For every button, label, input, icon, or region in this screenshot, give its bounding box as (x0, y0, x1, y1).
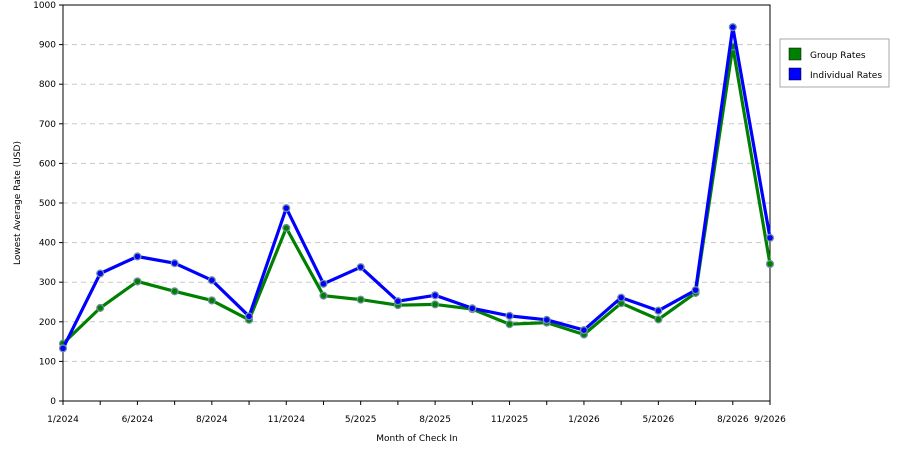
series-line (61, 44, 772, 345)
y-tick-label: 600 (39, 159, 56, 169)
legend: Group Rates Individual Rates (779, 38, 890, 88)
data-point (765, 259, 775, 269)
data-point (468, 304, 477, 313)
data-point (505, 320, 514, 329)
y-tick-label: 300 (39, 278, 56, 288)
data-point (765, 233, 775, 242)
series (58, 23, 775, 353)
legend-label: Group Rates (810, 51, 866, 61)
x-tick-label: 8/2025 (419, 415, 451, 425)
data-point (282, 223, 291, 232)
data-point (96, 269, 105, 278)
y-axis: 0 100 200 300 400 500 600 700 800 900 1000 (33, 1, 63, 407)
data-point (96, 303, 105, 312)
data-point (542, 315, 551, 324)
x-tick-label: 11/2025 (491, 415, 528, 425)
data-point (691, 286, 700, 295)
y-tick-label: 900 (39, 41, 56, 51)
data-point (617, 293, 626, 302)
y-tick-label: 500 (39, 199, 56, 209)
data-point (356, 295, 365, 304)
x-axis: 1/2024 6/2024 8/2024 11/2024 5/2025 8/2025 11/… (47, 401, 786, 425)
data-point (654, 306, 663, 315)
y-tick-label: 100 (39, 357, 56, 367)
data-point (319, 279, 328, 288)
data-point (319, 291, 328, 300)
x-tick-label: 11/2024 (268, 415, 306, 425)
data-point (58, 344, 68, 353)
y-tick-label: 0 (50, 397, 56, 407)
data-point (207, 296, 216, 305)
grid (63, 44, 770, 362)
x-tick-label: 1/2026 (568, 415, 600, 425)
data-point (579, 326, 588, 335)
data-point (170, 287, 179, 296)
data-point (654, 315, 663, 324)
x-tick-label: 1/2024 (47, 415, 79, 425)
x-tick-label: 5/2025 (345, 415, 377, 425)
data-point (356, 263, 365, 272)
data-point (245, 312, 254, 321)
x-tick-label: 5/2026 (643, 415, 675, 425)
legend-swatch (788, 47, 802, 61)
data-point (505, 311, 514, 320)
data-point (207, 276, 216, 285)
x-tick-label: 8/2026 (717, 415, 749, 425)
x-tick-label: 8/2024 (196, 415, 228, 425)
y-axis-title: Lowest Average Rate (USD) (13, 141, 23, 265)
data-point (282, 204, 291, 213)
x-axis-title: Month of Check In (376, 434, 458, 444)
x-tick-label: 9/2026 (754, 415, 786, 425)
x-tick-label: 6/2024 (122, 415, 154, 425)
data-point (431, 291, 440, 300)
y-tick-label: 400 (39, 239, 56, 249)
data-point (728, 23, 737, 32)
y-tick-label: 700 (39, 120, 56, 130)
data-point (133, 277, 142, 286)
y-tick-label: 1000 (33, 1, 56, 11)
legend-label: Individual Rates (810, 71, 882, 81)
data-point (133, 252, 142, 261)
data-point (393, 297, 402, 306)
series-individual-rates (58, 23, 775, 353)
series-group-rates (58, 42, 775, 348)
y-tick-label: 800 (39, 80, 56, 90)
data-point (431, 300, 440, 309)
y-tick-label: 200 (39, 318, 56, 328)
series-line (61, 25, 772, 350)
legend-swatch (788, 67, 802, 81)
data-point (170, 259, 179, 268)
